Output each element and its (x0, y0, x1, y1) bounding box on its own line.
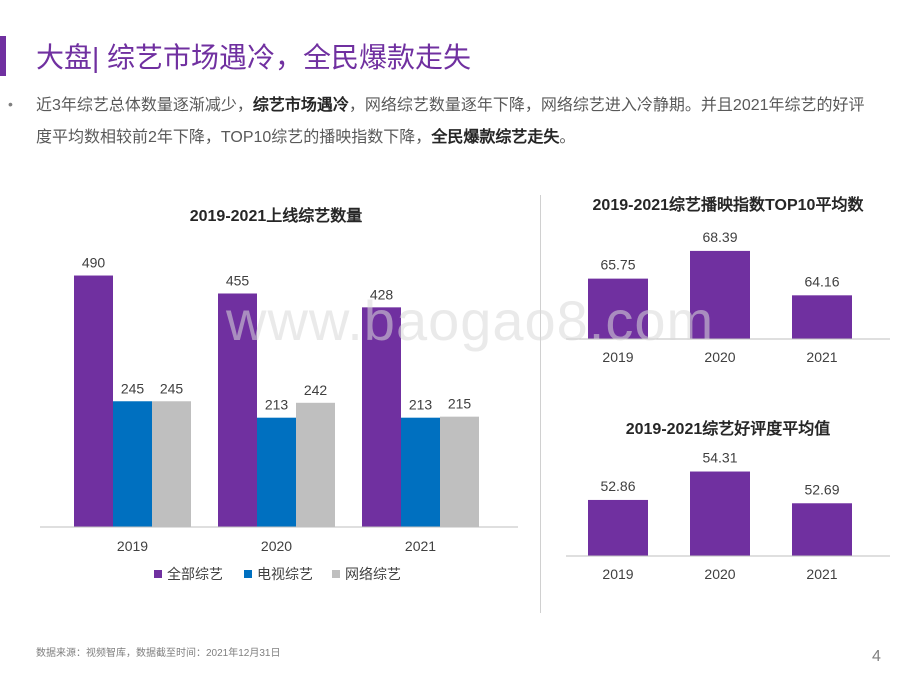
chart-title: 2019-2021综艺好评度平均值 (626, 419, 831, 438)
bar-2020-1 (218, 293, 257, 527)
bar-2019 (588, 278, 648, 339)
data-label-2019: 65.75 (600, 257, 635, 273)
legend-swatch-2 (244, 570, 252, 578)
x-tick-2021: 2021 (405, 538, 436, 554)
x-tick-2021: 2021 (806, 566, 837, 582)
summary-highlight-1: 综艺市场遇冷 (252, 97, 349, 114)
page-title: 大盘| 综艺市场遇冷，全民爆款走失 (36, 42, 472, 73)
summary-text-part-3: 。 (559, 129, 576, 146)
bar-2019 (588, 499, 648, 556)
legend-swatch-3 (332, 570, 340, 578)
summary-text: 近3年综艺总体数量逐渐减少，综艺市场遇冷，网络综艺数量逐年下降，网络综艺进入冷静… (36, 90, 876, 154)
title-accent-bar (0, 36, 6, 76)
x-tick-2019: 2019 (602, 566, 633, 582)
x-tick-2021: 2021 (806, 349, 837, 365)
bar-2021-2 (401, 417, 440, 527)
summary-text-part-1: 近3年综艺总体数量逐渐减少， (36, 97, 253, 114)
data-label-2021: 52.69 (804, 481, 839, 497)
data-source-note: 数据来源：视频智库，数据截至时间：2021年12月31日 (36, 648, 281, 659)
data-label-2019-3: 245 (160, 380, 184, 396)
x-tick-2019: 2019 (602, 349, 633, 365)
data-label-2019-1: 490 (82, 255, 106, 271)
x-tick-2019: 2019 (117, 538, 148, 554)
data-label-2020: 68.39 (702, 229, 737, 245)
data-label-2021-3: 215 (448, 396, 472, 412)
bar-2021-3 (440, 416, 479, 527)
data-label-2020-2: 213 (265, 397, 289, 413)
bar-2019-1 (74, 275, 113, 527)
data-label-2019: 52.86 (600, 478, 635, 494)
data-label-2020: 54.31 (702, 450, 737, 466)
chart-variety-show-count: 2019-2021上线综艺数量 490 245 245 2019 455 213 242 202… (40, 206, 518, 582)
data-label-2019-2: 245 (121, 380, 145, 396)
bullet-dot: • (8, 96, 13, 112)
data-label-2021-1: 428 (370, 286, 394, 302)
chart-title: 2019-2021综艺播映指数TOP10平均数 (593, 195, 865, 214)
bar-2019-2 (113, 401, 152, 527)
bar-2020 (690, 250, 750, 339)
summary-highlight-2: 全民爆款综艺走失 (431, 129, 560, 146)
chart-title: 2019-2021上线综艺数量 (190, 206, 363, 225)
data-label-2021: 64.16 (804, 273, 839, 289)
bar-2020 (690, 471, 750, 556)
legend-swatch-1 (154, 570, 162, 578)
bar-2021-1 (362, 307, 401, 527)
chart-top10-index: 2019-2021综艺播映指数TOP10平均数 65.75 2019 68.39 202… (566, 195, 890, 365)
page-number: 4 (872, 648, 881, 665)
bar-2020-2 (257, 417, 296, 527)
data-label-2020-3: 242 (304, 382, 328, 398)
x-tick-2020: 2020 (704, 349, 735, 365)
chart-divider (540, 195, 541, 613)
bar-2020-3 (296, 402, 335, 527)
data-label-2021-2: 213 (409, 397, 433, 413)
x-tick-2020: 2020 (261, 538, 292, 554)
chart-rating-average: 2019-2021综艺好评度平均值 52.86 2019 54.31 2020 52.69… (566, 419, 890, 582)
legend-label-3: 网络综艺 (345, 566, 401, 582)
legend-label-2: 电视综艺 (257, 566, 313, 582)
bar-2021 (792, 503, 852, 556)
bar-2019-3 (152, 401, 191, 527)
x-tick-2020: 2020 (704, 566, 735, 582)
data-label-2020-1: 455 (226, 272, 250, 288)
bar-2021 (792, 295, 852, 339)
summary-text-part-2: ，网络综艺数量逐年下降，网络综艺进入冷静期。并且2021年综艺的好评度平均数相较… (36, 97, 865, 146)
legend-label-1: 全部综艺 (167, 566, 223, 582)
